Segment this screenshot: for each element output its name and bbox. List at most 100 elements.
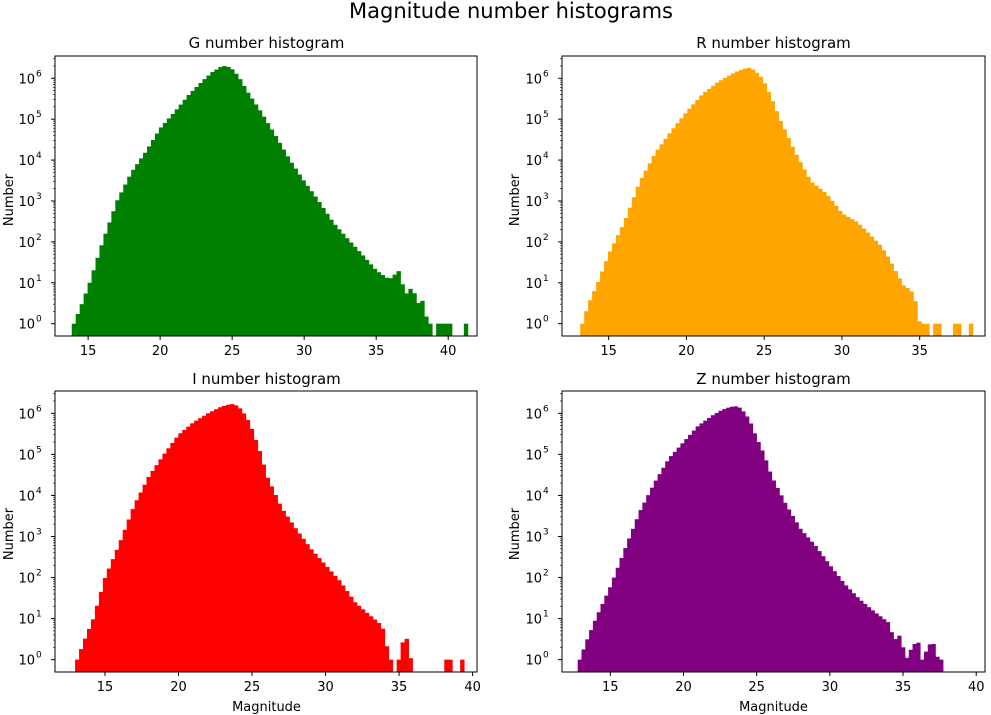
chart-g-histogram: G number histogram Number 15 20 25 30 35 4010… (2, 34, 478, 359)
histogram-bar (937, 323, 942, 336)
histogram-bar (771, 480, 776, 672)
histogram-bar (863, 603, 868, 672)
histogram-bar (233, 405, 239, 672)
histogram-bar (873, 240, 879, 336)
histogram-bar (691, 430, 697, 672)
histogram-bar (638, 510, 643, 672)
histogram-bar (202, 415, 207, 672)
histogram-bar (770, 101, 775, 336)
y-axis-label: Number (508, 507, 523, 560)
histogram-bar (592, 620, 598, 672)
histogram-bar (806, 176, 811, 336)
histogram-bar (905, 287, 910, 336)
histogram-bar (845, 216, 851, 336)
y-tick-label: 10 (18, 654, 35, 669)
histogram-bar (726, 407, 731, 672)
histogram-bar (897, 278, 902, 336)
plot-frame (54, 390, 478, 673)
histogram-bar (627, 538, 632, 672)
histogram-bar (384, 646, 390, 672)
histogram-bar (684, 439, 689, 672)
y-tick-exponent: 4 (36, 151, 42, 161)
histogram-bar (663, 138, 668, 336)
x-tick-label: 25 (224, 344, 241, 359)
histogram-bar (889, 632, 894, 672)
histogram-bar (380, 628, 386, 672)
histogram-bar (881, 250, 886, 336)
histogram-bar (752, 433, 757, 672)
histogram-bar (893, 271, 898, 336)
histogram-bar (794, 154, 799, 336)
y-tick-exponent: 4 (543, 151, 549, 161)
y-tick-label: 10 (525, 154, 542, 169)
histogram-bar (623, 548, 628, 672)
histogram-bar (174, 109, 180, 336)
histogram-bar (877, 244, 883, 336)
histogram-bar (222, 66, 227, 336)
histogram-bar (882, 619, 887, 672)
histogram-bar (577, 659, 582, 672)
histogram-bar (733, 406, 738, 672)
histogram-bar (841, 214, 847, 336)
histogram-bar (388, 278, 393, 336)
histogram-bar (158, 459, 163, 672)
histogram-bar (210, 411, 215, 672)
histogram-bar (221, 405, 227, 672)
histogram-bar (372, 619, 378, 672)
histogram-bar (162, 122, 168, 336)
y-axis-label: Number (508, 173, 523, 226)
histogram-bar (893, 639, 898, 672)
y-tick-exponent: 6 (543, 404, 549, 414)
y-tick-exponent: 3 (543, 192, 549, 202)
x-tick-label: 25 (748, 680, 765, 695)
histogram-bar (127, 176, 132, 336)
histogram-bar (198, 418, 203, 672)
histogram-bar (143, 152, 148, 336)
x-tick-label: 35 (391, 680, 408, 695)
histogram-bar (836, 576, 841, 672)
y-tick-exponent: 5 (543, 110, 549, 120)
x-tick-label: 35 (368, 344, 385, 359)
histogram-bar (865, 232, 871, 336)
histogram-bar (921, 323, 926, 336)
histogram-bar (122, 529, 128, 672)
histogram-bar (935, 656, 940, 672)
histogram-bar (194, 86, 199, 336)
y-tick-exponent: 5 (36, 445, 42, 455)
histogram-bar (699, 423, 704, 672)
histogram-bar (779, 495, 784, 672)
histogram-bar (818, 188, 823, 336)
histogram-bar (956, 323, 962, 336)
histogram-bar (182, 429, 187, 672)
histogram-bar (748, 423, 754, 672)
histogram-bar (87, 282, 92, 336)
histogram-bar (400, 642, 405, 672)
histogram-bar (309, 191, 314, 336)
histogram-bar (908, 649, 913, 672)
x-tick-label: 25 (756, 344, 773, 359)
histogram-bar (834, 205, 839, 336)
x-tick-label: 20 (170, 680, 187, 695)
histogram-bar (150, 470, 155, 672)
histogram-bar (225, 404, 231, 672)
histogram-bar (756, 441, 761, 672)
histogram-bar (147, 146, 152, 336)
histogram-bar (269, 486, 274, 672)
histogram-bar (460, 659, 465, 672)
y-tick-exponent: 2 (36, 569, 42, 579)
histogram-bar (916, 642, 921, 672)
histogram-bar (444, 659, 449, 672)
histogram-bar (269, 129, 275, 336)
histogram-bar (707, 417, 712, 672)
y-tick-exponent: 1 (36, 610, 42, 620)
histogram-bar (123, 184, 128, 336)
histogram-bar (412, 293, 417, 336)
histogram-bar (802, 169, 807, 336)
x-axis-label: Magnitude (739, 700, 808, 715)
histogram-bar (246, 92, 251, 337)
y-tick-label: 10 (525, 654, 542, 669)
histogram-bar (281, 149, 287, 336)
histogram-bar (672, 451, 678, 672)
histogram-bar (703, 92, 708, 336)
